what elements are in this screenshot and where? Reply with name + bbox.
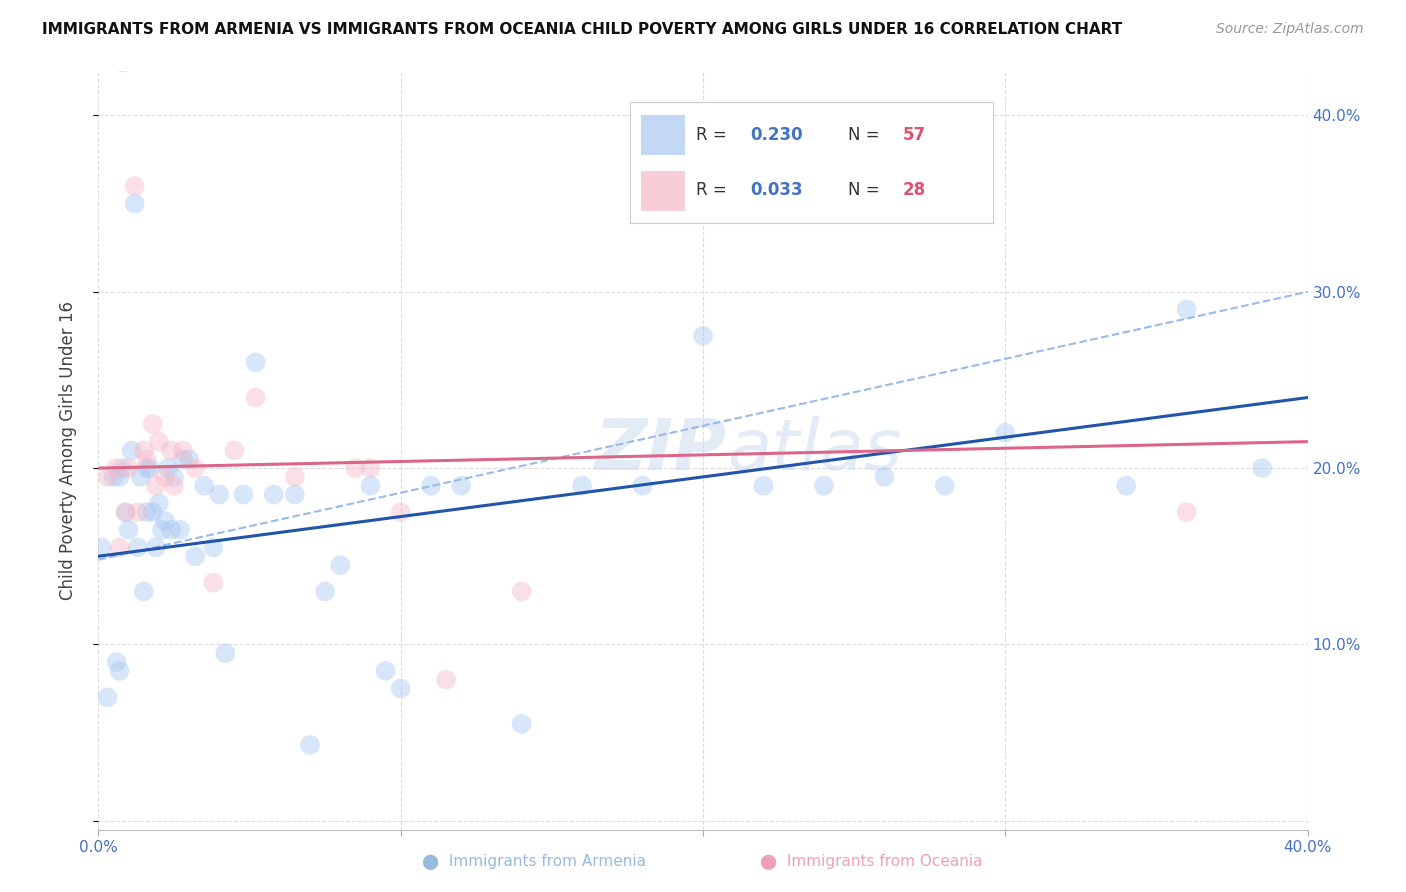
Point	[631, 479, 654, 493]
Point	[434, 673, 457, 687]
Text: IMMIGRANTS FROM ARMENIA VS IMMIGRANTS FROM OCEANIA CHILD POVERTY AMONG GIRLS UND: IMMIGRANTS FROM ARMENIA VS IMMIGRANTS FR…	[42, 22, 1122, 37]
Point	[132, 584, 155, 599]
Point	[145, 541, 167, 555]
Point	[153, 470, 176, 484]
Point	[510, 584, 533, 599]
Point	[118, 461, 141, 475]
Point	[360, 461, 382, 475]
Point	[172, 443, 194, 458]
Point	[232, 487, 254, 501]
Point	[121, 443, 143, 458]
Point	[153, 514, 176, 528]
Text: ⬤  Immigrants from Armenia: ⬤ Immigrants from Armenia	[422, 854, 647, 870]
Point	[329, 558, 352, 572]
Point	[105, 461, 128, 475]
Point	[389, 505, 412, 519]
Point	[169, 523, 191, 537]
Point	[245, 391, 267, 405]
Point	[163, 479, 186, 493]
Point	[105, 655, 128, 669]
Point	[132, 443, 155, 458]
Point	[96, 690, 118, 705]
Point	[145, 479, 167, 493]
Point	[150, 523, 173, 537]
Point	[752, 479, 775, 493]
Point	[299, 738, 322, 752]
Point	[873, 470, 896, 484]
Text: ⬤  Immigrants from Oceania: ⬤ Immigrants from Oceania	[761, 854, 983, 870]
Point	[389, 681, 412, 696]
Point	[202, 575, 225, 590]
Point	[184, 461, 207, 475]
Point	[934, 479, 956, 493]
Text: Source: ZipAtlas.com: Source: ZipAtlas.com	[1216, 22, 1364, 37]
Point	[127, 505, 149, 519]
Point	[224, 443, 246, 458]
Point	[374, 664, 396, 678]
Point	[160, 523, 183, 537]
Point	[1251, 461, 1274, 475]
Point	[114, 505, 136, 519]
Point	[163, 470, 186, 484]
Point	[114, 505, 136, 519]
Point	[179, 452, 201, 467]
Point	[156, 461, 179, 475]
Point	[813, 479, 835, 493]
Point	[202, 541, 225, 555]
Point	[124, 196, 146, 211]
Point	[284, 470, 307, 484]
Point	[108, 664, 131, 678]
Point	[314, 584, 336, 599]
Point	[111, 461, 134, 475]
Point	[148, 496, 170, 510]
Point	[571, 479, 593, 493]
Point	[360, 479, 382, 493]
Point	[245, 355, 267, 369]
Point	[139, 461, 162, 475]
Point	[127, 541, 149, 555]
Point	[263, 487, 285, 501]
Point	[124, 178, 146, 193]
Point	[208, 487, 231, 501]
Point	[214, 646, 236, 660]
Point	[135, 461, 157, 475]
Point	[344, 461, 367, 475]
Point	[1115, 479, 1137, 493]
Point	[172, 452, 194, 467]
Text: atlas: atlas	[727, 416, 901, 485]
Point	[692, 329, 714, 343]
Point	[184, 549, 207, 564]
Point	[420, 479, 443, 493]
Point	[111, 55, 134, 70]
Y-axis label: Child Poverty Among Girls Under 16: Child Poverty Among Girls Under 16	[59, 301, 77, 600]
Point	[510, 716, 533, 731]
Point	[142, 505, 165, 519]
Point	[135, 505, 157, 519]
Point	[103, 470, 125, 484]
Point	[1175, 505, 1198, 519]
Point	[135, 452, 157, 467]
Point	[994, 425, 1017, 440]
Text: ZIP: ZIP	[595, 416, 727, 485]
Point	[118, 523, 141, 537]
Point	[90, 541, 112, 555]
Point	[108, 470, 131, 484]
Point	[148, 434, 170, 449]
Point	[129, 470, 152, 484]
Point	[96, 470, 118, 484]
Point	[193, 479, 215, 493]
Point	[284, 487, 307, 501]
Point	[160, 443, 183, 458]
Point	[450, 479, 472, 493]
Point	[142, 417, 165, 431]
Point	[108, 541, 131, 555]
Point	[1175, 302, 1198, 317]
